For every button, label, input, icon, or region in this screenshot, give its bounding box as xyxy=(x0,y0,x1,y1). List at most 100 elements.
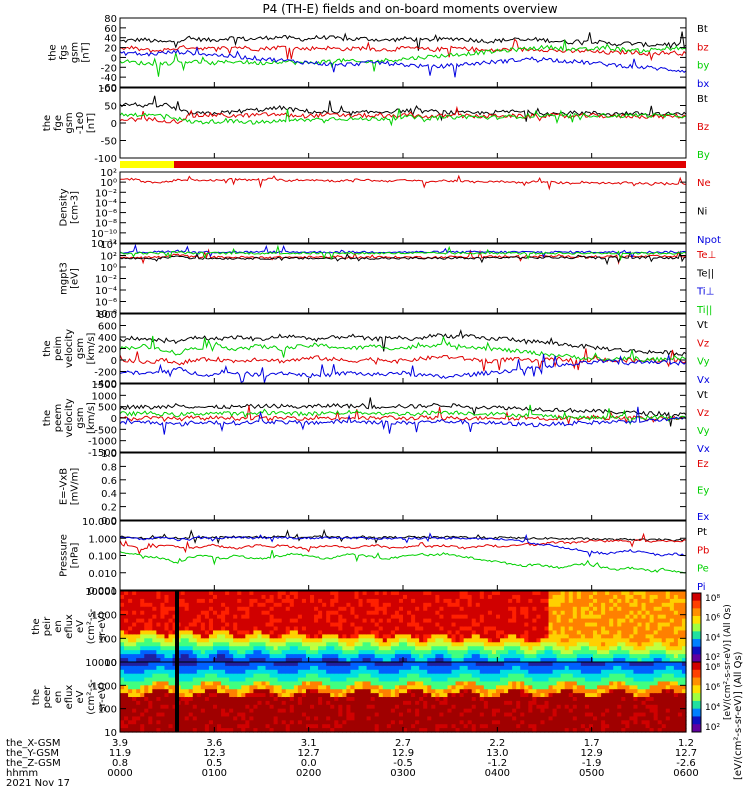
spectrogram-cell xyxy=(455,720,461,725)
spectrogram-cell xyxy=(520,689,525,694)
spectrogram-cell xyxy=(536,700,542,706)
spectrogram-cell xyxy=(512,630,517,635)
spectrogram-cell xyxy=(330,614,335,620)
y-tick-label: 0.6 xyxy=(101,476,117,487)
spectrogram-cell xyxy=(233,673,238,679)
spectrogram-cell xyxy=(463,716,469,721)
spectrogram-cell xyxy=(512,618,517,624)
spectrogram-cell xyxy=(479,681,485,686)
spectrogram-cell xyxy=(152,594,157,600)
spectrogram-cell xyxy=(447,598,453,604)
spectrogram-cell xyxy=(540,591,546,596)
spectrogram-cell xyxy=(180,614,186,620)
spectrogram-cell xyxy=(221,728,226,733)
spectrogram-cell xyxy=(516,622,521,628)
spectrogram-cell xyxy=(297,614,303,620)
spectrogram-cell xyxy=(322,654,327,659)
spectrogram-cell xyxy=(196,704,202,710)
spectrogram-cell xyxy=(439,677,445,683)
spectrogram-cell xyxy=(164,630,170,635)
spectrogram-cell xyxy=(451,712,457,718)
spectrogram-cell xyxy=(269,602,275,608)
spectrogram-cell xyxy=(212,634,218,639)
spectrogram-cell xyxy=(580,677,586,683)
spectrogram-cell xyxy=(374,704,380,710)
spectrogram-cell xyxy=(200,602,206,608)
spectrogram-cell xyxy=(560,685,566,690)
spectrogram-cell xyxy=(427,598,432,604)
spectrogram-cell xyxy=(508,626,513,632)
spectrogram-cell xyxy=(217,614,222,620)
spectrogram-cell xyxy=(467,681,473,686)
spectrogram-cell xyxy=(427,704,432,710)
spectrogram-cell xyxy=(609,658,614,663)
spectrogram-cell xyxy=(301,591,307,596)
spectrogram-cell xyxy=(136,591,141,596)
spectrogram-cell xyxy=(504,728,509,733)
spectrogram-cell xyxy=(273,591,279,596)
legend-By: By xyxy=(697,150,710,161)
spectrogram-cell xyxy=(221,689,226,694)
spectrogram-cell xyxy=(617,614,622,620)
spectrogram-cell xyxy=(297,634,303,639)
spectrogram-cell xyxy=(334,598,339,604)
spectrogram-cell xyxy=(483,630,489,635)
spectrogram-cell xyxy=(184,685,190,690)
spectrogram-cell xyxy=(443,594,449,600)
spectrogram-cell xyxy=(366,708,372,714)
spectrogram-cell xyxy=(140,598,145,604)
spectrogram-cell xyxy=(403,697,408,702)
spectrogram-cell xyxy=(673,650,679,655)
spectrogram-cell xyxy=(164,716,170,721)
spectrogram-cell xyxy=(152,728,157,733)
spectrogram-cell xyxy=(148,728,153,733)
spectrogram-cell xyxy=(548,598,554,604)
spectrogram-cell xyxy=(419,665,424,671)
y-tick-label: 0 xyxy=(111,119,117,130)
spectrogram-cell xyxy=(386,697,392,702)
spectrogram-cell xyxy=(645,638,651,643)
spectrogram-cell xyxy=(431,642,436,647)
spectrogram-cell xyxy=(128,598,133,604)
spectrogram-cell xyxy=(528,642,533,647)
spectrogram-cell xyxy=(580,669,586,675)
spectrogram-cell xyxy=(597,646,602,651)
spectrogram-cell xyxy=(568,602,574,608)
spectrogram-cell xyxy=(237,716,242,721)
spectrogram-cell xyxy=(156,697,162,702)
spectrogram-cell xyxy=(609,622,614,628)
spectrogram-cell xyxy=(576,591,582,596)
spectrogram-cell xyxy=(495,728,501,733)
spectrogram-cell xyxy=(370,704,376,710)
spectrogram-cell xyxy=(120,728,125,733)
spectrogram-cell xyxy=(168,646,174,651)
spectrogram-cell xyxy=(423,614,428,620)
y-tick-label: 10⁻⁴ xyxy=(95,286,117,297)
spectrogram-cell xyxy=(576,724,582,729)
spectrogram-cell xyxy=(524,638,529,643)
spectrogram-cell xyxy=(277,650,283,655)
spectrogram-cell xyxy=(609,614,614,620)
spectrogram-cell xyxy=(285,591,291,596)
spectrogram-cell xyxy=(548,712,554,718)
spectrogram-cell xyxy=(580,598,586,604)
spectrogram-cell xyxy=(508,689,513,694)
spectrogram-cell xyxy=(556,681,562,686)
spectrogram-cell xyxy=(435,681,440,686)
spectrogram-cell xyxy=(358,669,364,675)
y-tick-label: 10⁻² xyxy=(95,188,117,199)
spectrogram-cell xyxy=(326,693,331,698)
spectrogram-cell xyxy=(560,618,566,624)
spectrogram-cell xyxy=(281,658,287,663)
spectrogram-cell xyxy=(297,622,303,628)
spectrogram-cell xyxy=(419,650,424,655)
spectrogram-cell xyxy=(407,610,412,616)
spectrogram-cell xyxy=(552,602,558,608)
spectrogram-cell xyxy=(269,685,275,690)
spectrogram-cell xyxy=(192,598,198,604)
spectrogram-cell xyxy=(314,665,319,671)
spectrogram-cell xyxy=(390,662,396,667)
spectrogram-cell xyxy=(564,634,570,639)
spectrogram-cell xyxy=(128,626,133,632)
spectrogram-cell xyxy=(564,728,570,733)
